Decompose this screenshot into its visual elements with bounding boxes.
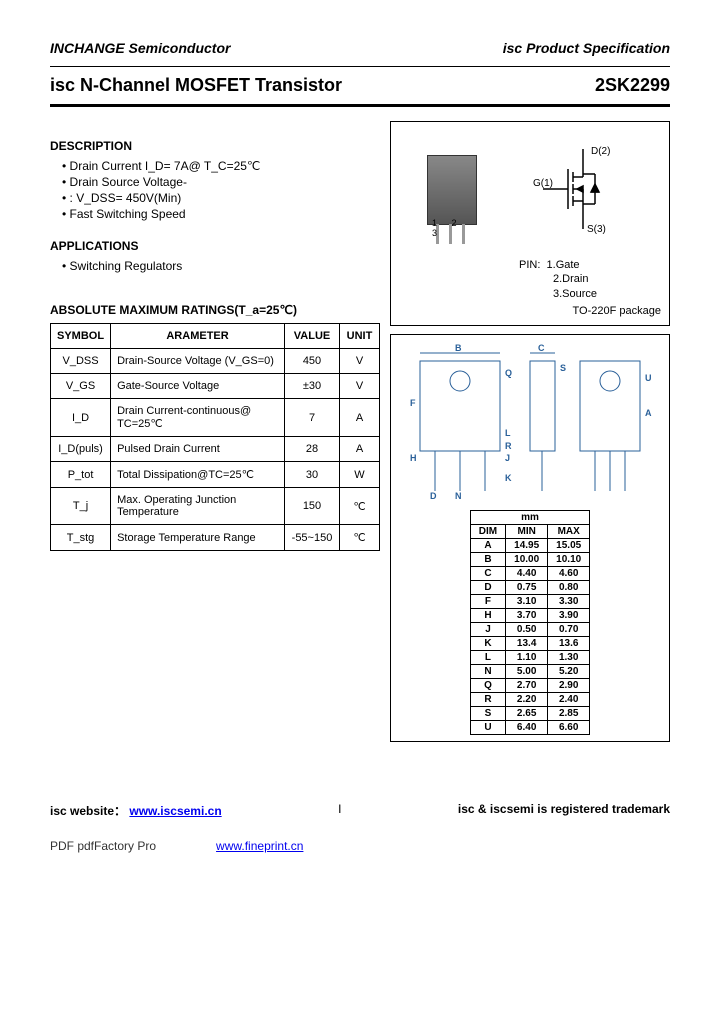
col-unit: UNIT (340, 324, 380, 349)
applications-list: Switching Regulators (50, 259, 380, 273)
dimension-table: mm DIM MIN MAX A14.9515.05B10.0010.10C4.… (470, 510, 590, 735)
svg-text:J: J (505, 453, 510, 463)
pin-label: PIN: (519, 259, 540, 271)
svg-text:A: A (645, 408, 652, 418)
pin-diagram-box: D(2) G(1) S(3) PIN: 1.Gate 2.Drain 3.Sou… (390, 121, 670, 326)
table-row: A14.9515.05 (470, 538, 589, 552)
company-name: INCHANGE Semiconductor (50, 40, 230, 56)
part-number: 2SK2299 (595, 75, 670, 96)
svg-text:Q: Q (505, 368, 512, 378)
table-row: V_GSGate-Source Voltage±30V (51, 374, 380, 399)
app-item: Switching Regulators (62, 259, 380, 273)
description-list: Drain Current I_D= 7A@ T_C=25℃ Drain Sou… (50, 159, 380, 221)
table-row: I_DDrain Current-continuous@ TC=25℃7A (51, 399, 380, 437)
title-row: isc N-Channel MOSFET Transistor 2SK2299 (50, 75, 670, 96)
table-row: D0.750.80 (470, 580, 589, 594)
pdf-footer: PDF pdfFactory Pro www.fineprint.cn (50, 839, 670, 853)
table-row: T_stgStorage Temperature Range-55~150℃ (51, 525, 380, 551)
sym-d: D(2) (591, 146, 610, 157)
col-symbol: SYMBOL (51, 324, 111, 349)
trademark: isc & iscsemi is registered trademark (458, 802, 670, 819)
package-label: TO-220F package (399, 305, 661, 317)
col-param: ARAMETER (111, 324, 285, 349)
product-title: isc N-Channel MOSFET Transistor (50, 75, 342, 96)
desc-item: Fast Switching Speed (62, 207, 380, 221)
svg-text:B: B (455, 343, 462, 353)
table-row: C4.404.60 (470, 566, 589, 580)
table-row: H3.703.90 (470, 608, 589, 622)
desc-item: : V_DSS= 450V(Min) (62, 191, 380, 205)
divider (50, 66, 670, 67)
pin-list: PIN: 1.Gate 2.Drain 3.Source (399, 258, 661, 301)
table-row: P_totTotal Dissipation@TC=25℃30W (51, 462, 380, 488)
table-row: J0.500.70 (470, 622, 589, 636)
svg-text:C: C (538, 343, 545, 353)
svg-text:N: N (455, 491, 462, 501)
table-row: Q2.702.90 (470, 678, 589, 692)
table-row: K13.413.6 (470, 636, 589, 650)
fineprint-link[interactable]: www.fineprint.cn (216, 839, 303, 853)
website: isc website： www.iscsemi.cn (50, 802, 222, 819)
divider-thick (50, 104, 670, 107)
svg-text:H: H (410, 453, 417, 463)
svg-text:U: U (645, 373, 652, 383)
svg-text:L: L (505, 428, 511, 438)
doc-type: isc Product Specification (503, 40, 670, 56)
table-row: B10.0010.10 (470, 552, 589, 566)
table-row: U6.406.60 (470, 720, 589, 734)
ratings-heading: ABSOLUTE MAXIMUM RATINGS(T_a=25℃) (50, 303, 380, 317)
svg-text:K: K (505, 473, 512, 483)
ratings-table: SYMBOL ARAMETER VALUE UNIT V_DSSDrain-So… (50, 323, 380, 551)
svg-text:F: F (410, 398, 416, 408)
sym-s: S(3) (587, 224, 606, 234)
package-photo (427, 155, 477, 225)
table-row: R2.202.40 (470, 692, 589, 706)
table-row: V_DSSDrain-Source Voltage (V_GS=0)450V (51, 349, 380, 374)
desc-item: Drain Current I_D= 7A@ T_C=25℃ (62, 159, 380, 173)
svg-text:R: R (505, 441, 512, 451)
description-heading: DESCRIPTION (50, 139, 380, 153)
page-footer: isc website： www.iscsemi.cn I isc & iscs… (50, 802, 670, 819)
website-link[interactable]: www.iscsemi.cn (129, 804, 221, 818)
mosfet-symbol: D(2) G(1) S(3) (533, 144, 633, 237)
table-row: I_D(puls)Pulsed Drain Current28A (51, 437, 380, 462)
dim-header-row: DIM MIN MAX (470, 524, 589, 538)
table-row: F3.103.30 (470, 594, 589, 608)
table-header-row: SYMBOL ARAMETER VALUE UNIT (51, 324, 380, 349)
dim-unit: mm (470, 510, 589, 524)
col-value: VALUE (285, 324, 340, 349)
dimension-box: B C S Q U F A L H J R K D N (390, 334, 670, 742)
desc-item: Drain Source Voltage- (62, 175, 380, 189)
svg-text:D: D (430, 491, 437, 501)
svg-text:S: S (560, 363, 566, 373)
sym-g: G(1) (533, 178, 553, 189)
table-row: S2.652.85 (470, 706, 589, 720)
table-row: N5.005.20 (470, 664, 589, 678)
package-drawing: B C S Q U F A L H J R K D N (397, 341, 663, 504)
applications-heading: APPLICATIONS (50, 239, 380, 253)
page-no: I (338, 802, 341, 819)
table-row: T_jMax. Operating Junction Temperature15… (51, 488, 380, 525)
table-row: L1.101.30 (470, 650, 589, 664)
doc-header: INCHANGE Semiconductor isc Product Speci… (50, 40, 670, 56)
